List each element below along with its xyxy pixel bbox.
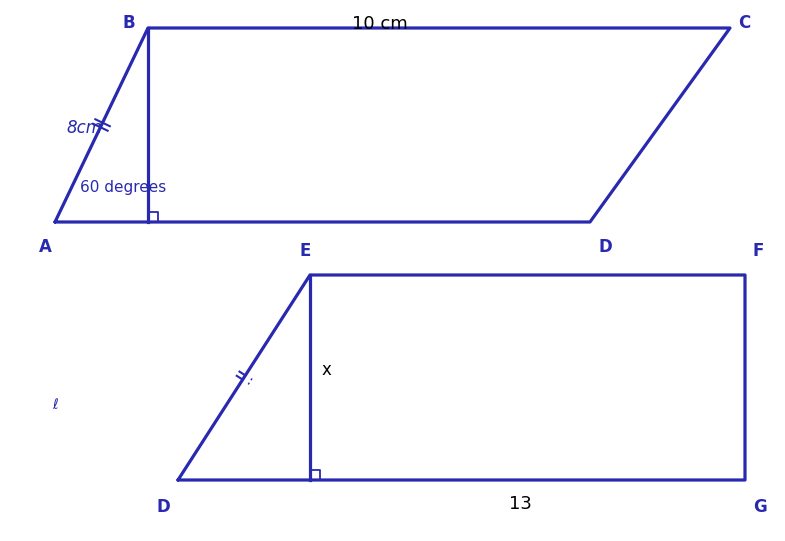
Text: D: D [156,498,170,516]
Text: 60 degrees: 60 degrees [80,180,166,195]
Text: 10 cm: 10 cm [352,15,408,33]
Text: 8cm: 8cm [66,119,102,137]
Text: G: G [753,498,767,516]
Text: 13: 13 [509,495,531,513]
Text: D: D [598,238,612,256]
Text: A: A [38,238,52,256]
Text: F: F [753,242,765,260]
Text: C: C [738,14,750,32]
Text: E: E [299,242,311,260]
Text: B: B [122,14,135,32]
Text: ℓ: ℓ [52,398,58,412]
Text: x: x [322,361,332,379]
